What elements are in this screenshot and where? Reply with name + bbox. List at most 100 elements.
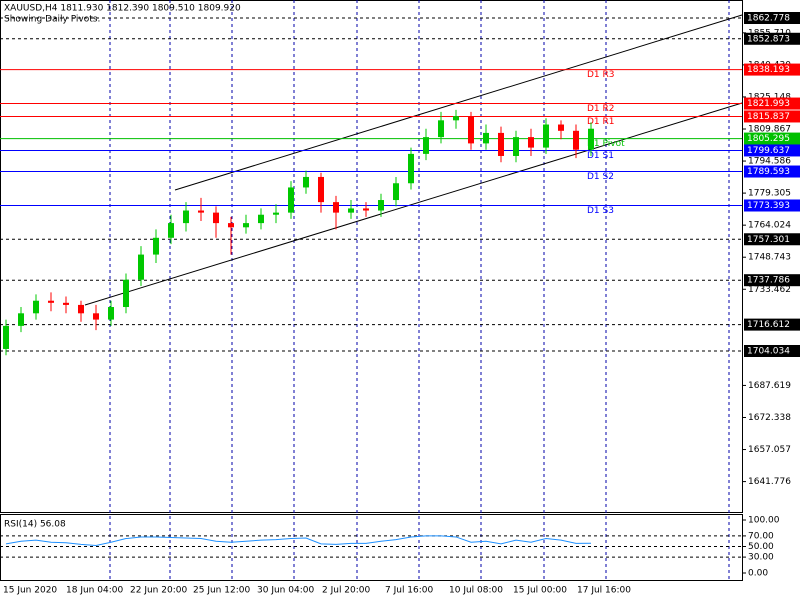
x-tick-label: 10 Jul 08:00 — [449, 586, 503, 596]
candle-body — [93, 313, 99, 320]
candle-body — [18, 313, 24, 326]
y-tick-label: 1764.024 — [748, 221, 791, 231]
y-tick-label: 1779.305 — [748, 189, 791, 199]
x-tick-label: 25 Jun 12:00 — [193, 586, 250, 596]
candle-body — [378, 200, 384, 211]
candle-body — [573, 130, 579, 150]
rsi-tick-label: 100.00 — [748, 516, 780, 526]
level-label: 1862.778 — [747, 14, 790, 24]
pivot-box — [744, 132, 800, 145]
candle-body — [393, 183, 399, 201]
pivot-note: Showing Daily Pivots. — [4, 15, 100, 25]
rsi-tick-label: 50.00 — [748, 542, 774, 552]
x-tick-label: 30 Jun 04:00 — [257, 586, 314, 596]
pivot-value: 1838.193 — [747, 65, 790, 75]
candle-body — [168, 223, 174, 238]
candle-body — [363, 208, 369, 211]
candle-body — [543, 124, 549, 148]
rsi-tick-label: 30.00 — [748, 553, 774, 563]
pivot-box — [744, 63, 800, 76]
x-tick-label: 2 Jul 20:00 — [322, 586, 371, 596]
pivot-box — [744, 199, 800, 212]
symbol-header: XAUUSD,H4 1811.930 1812.390 1809.510 180… — [4, 4, 241, 14]
pivot-value: 1799.637 — [747, 146, 790, 156]
rsi-line — [5, 535, 592, 546]
x-tick-label: 22 Jun 20:00 — [130, 586, 187, 596]
candle-body — [498, 132, 504, 156]
candle-body — [198, 210, 204, 213]
pivot-name: D1 S2 — [587, 172, 614, 182]
y-tick-label: 1641.776 — [748, 477, 791, 487]
pivot-box — [744, 110, 800, 123]
y-tick-label: 1687.619 — [748, 381, 791, 391]
level-label: 1852.873 — [747, 34, 790, 44]
pivot-name: D1 S1 — [587, 151, 614, 161]
candle-body — [318, 176, 324, 203]
pivot-value: 1773.393 — [747, 201, 790, 211]
pivot-box — [744, 97, 800, 110]
candle-body — [33, 300, 39, 314]
level-label: 1716.612 — [747, 320, 790, 330]
pivot-name: D1 R2 — [587, 104, 615, 114]
rsi-tick-label: 70.00 — [748, 531, 774, 541]
candle-body — [123, 279, 129, 308]
level-box — [744, 233, 800, 246]
x-tick-label: 7 Jul 16:00 — [385, 586, 434, 596]
level-box — [744, 344, 800, 357]
candle-body — [483, 132, 489, 144]
level-label: 1737.786 — [747, 276, 790, 286]
rsi-frame — [0, 514, 743, 581]
pivot-value: 1815.837 — [747, 112, 790, 122]
y-tick-label: 1672.338 — [748, 413, 791, 423]
candle-body — [438, 120, 444, 138]
level-box — [744, 32, 800, 45]
pivot-value: 1805.295 — [747, 134, 790, 144]
pivot-value: 1821.993 — [747, 99, 790, 109]
candle-body — [243, 223, 249, 228]
y-tick-label: 1748.743 — [748, 253, 791, 263]
x-tick-label: 15 Jun 2020 — [3, 586, 57, 596]
candle-body — [423, 137, 429, 154]
candle-body — [183, 210, 189, 224]
candle-body — [108, 307, 114, 320]
y-tick-label: 1794.586 — [748, 157, 791, 167]
y-tick-label: 1657.057 — [748, 445, 791, 455]
x-tick-label: 17 Jul 16:00 — [577, 586, 631, 596]
candle-body — [303, 176, 309, 188]
y-tick-label: 1733.462 — [748, 285, 791, 295]
candle-body — [78, 304, 84, 314]
candle-body — [228, 223, 234, 228]
candle-body — [48, 300, 54, 303]
candle-body — [63, 302, 69, 305]
y-tick-label: 1825.148 — [748, 92, 791, 102]
pivot-name: D1 R1 — [587, 117, 615, 127]
candle-body — [453, 116, 459, 121]
y-tick-label: 1809.867 — [748, 124, 791, 134]
candle-body — [468, 116, 474, 144]
candle-body — [348, 208, 354, 213]
channel-lower — [84, 102, 743, 306]
level-label: 1757.301 — [747, 235, 790, 245]
candle-body — [333, 202, 339, 213]
level-box — [744, 12, 800, 25]
channel-upper — [174, 14, 743, 191]
x-tick-label: 18 Jun 04:00 — [66, 586, 123, 596]
pivot-name: D1 S3 — [587, 206, 614, 216]
pivot-box — [744, 144, 800, 157]
candle-body — [558, 124, 564, 131]
candle-body — [273, 212, 279, 215]
pivot-box — [744, 165, 800, 178]
time-grid — [109, 0, 730, 580]
candle-body — [588, 128, 594, 150]
main-frame — [0, 0, 743, 513]
candle-body — [138, 254, 144, 280]
candle-body — [213, 212, 219, 224]
level-box — [744, 274, 800, 287]
rsi-tick-label: 0.00 — [748, 569, 768, 579]
x-tick-label: 15 Jul 00:00 — [513, 586, 567, 596]
pivot-name: D1 Pivot — [587, 139, 625, 149]
candle-body — [513, 137, 519, 156]
